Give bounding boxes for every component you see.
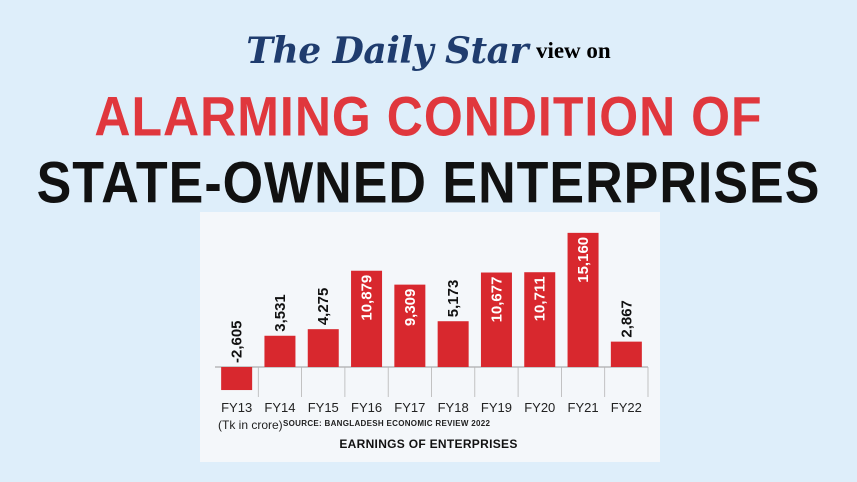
category-label: FY13 <box>221 400 252 415</box>
daily-star-logo: The Daily Star <box>246 30 528 72</box>
category-label: FY19 <box>481 400 512 415</box>
bar-fy19 <box>480 272 512 367</box>
bar-fy13 <box>221 367 253 391</box>
bar-fy14 <box>264 335 296 367</box>
value-label: -2,605 <box>229 320 246 363</box>
bar-fy16 <box>351 270 383 367</box>
bar-fy22 <box>610 341 642 367</box>
category-label: FY22 <box>611 400 642 415</box>
value-label: 10,677 <box>488 277 505 323</box>
category-label: FY15 <box>308 400 339 415</box>
value-label: 10,879 <box>359 275 376 321</box>
bar-fy17 <box>394 284 426 367</box>
value-label: 2,867 <box>618 300 635 338</box>
masthead: The Daily Star view on <box>0 30 857 72</box>
headline-line-1: ALARMING CONDITION OF <box>94 85 763 148</box>
value-label: 15,160 <box>575 237 592 283</box>
value-label: 4,275 <box>315 288 332 326</box>
value-label: 5,173 <box>445 280 462 318</box>
value-label: 3,531 <box>272 294 289 332</box>
category-label: FY17 <box>394 400 425 415</box>
value-label: 10,711 <box>532 276 549 321</box>
category-label: FY18 <box>438 400 469 415</box>
chart-caption: EARNINGS OF ENTERPRISES <box>339 437 518 451</box>
category-label: FY14 <box>264 400 295 415</box>
category-label: FY21 <box>568 400 599 415</box>
bar-fy20 <box>524 272 556 367</box>
category-label: FY16 <box>351 400 382 415</box>
unit-label: (Tk in crore) <box>218 418 283 432</box>
bar-fy21 <box>567 232 599 367</box>
source-note: SOURCE: BANGLADESH ECONOMIC REVIEW 2022 <box>283 419 491 428</box>
headline-line-2: STATE-OWNED ENTERPRISES <box>36 151 821 217</box>
bar-fy15 <box>307 329 339 367</box>
category-label: FY20 <box>524 400 555 415</box>
bar-fy18 <box>437 321 469 367</box>
masthead-suffix: view on <box>535 38 611 63</box>
value-label: 9,309 <box>402 289 419 327</box>
